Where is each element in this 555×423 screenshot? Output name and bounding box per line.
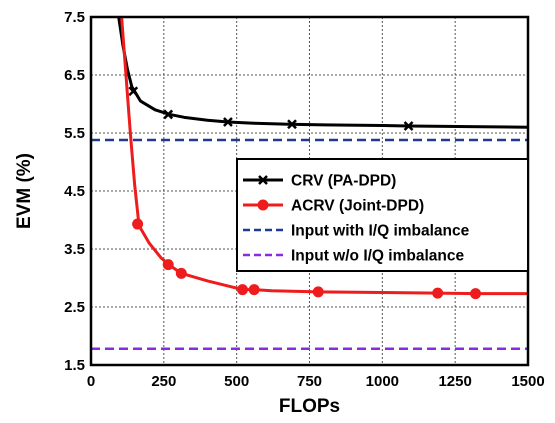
- acrv-joint-dpd-point: [162, 259, 174, 271]
- x-tick-label: 250: [151, 373, 176, 390]
- acrv-joint-dpd-line: [120, 17, 528, 296]
- crv-pa-dpd-point: [163, 109, 174, 120]
- legend-entry-input-w-o-i-q-imbalance: Input w/o I/Q imbalance: [243, 248, 464, 265]
- acrv-joint-dpd-point: [248, 284, 260, 296]
- acrv-joint-dpd-point: [432, 287, 444, 299]
- legend-label: Input with I/Q imbalance: [291, 223, 470, 240]
- legend: CRV (PA-DPD) ACRV (Joint-DPD) Input with I…: [236, 158, 529, 272]
- y-axis-title: EVM (%): [14, 153, 35, 229]
- tick-labels: 0 250 500 750 1000 1250 1500 1.5 2.5 3.5 4.5 5.5 6.5…: [64, 9, 545, 390]
- acrv-joint-dpd-point: [132, 218, 144, 230]
- y-tick-label: 5.5: [64, 125, 85, 142]
- legend-label: CRV (PA-DPD): [291, 173, 396, 190]
- crv-pa-dpd-point: [128, 86, 139, 97]
- x-tick-label: 0: [87, 373, 95, 390]
- acrv-joint-dpd-point-legend: [257, 199, 269, 211]
- y-tick-label: 7.5: [64, 9, 85, 26]
- x-tick-label: 750: [297, 373, 322, 390]
- legend-entry-acrv-joint-dpd: ACRV (Joint-DPD): [243, 198, 424, 215]
- crv-pa-dpd-point: [287, 119, 297, 130]
- crv-pa-dpd-point: [403, 121, 414, 131]
- y-tick-label: 1.5: [64, 357, 85, 374]
- y-tick-label: 4.5: [64, 183, 85, 200]
- legend-box: [236, 158, 529, 272]
- crv-pa-dpd-point: [223, 117, 233, 127]
- crv-pa-dpd-line: [117, 17, 528, 129]
- legend-label: ACRV (Joint-DPD): [291, 198, 424, 215]
- x-tick-label: 500: [224, 373, 249, 390]
- legend-entry-input-with-i-q-imbalance: Input with I/Q imbalance: [243, 223, 470, 240]
- y-tick-label: 2.5: [64, 299, 85, 316]
- acrv-joint-dpd-point: [312, 286, 324, 298]
- y-tick-label: 3.5: [64, 241, 85, 258]
- legend-label: Input w/o I/Q imbalance: [291, 248, 464, 265]
- acrv-joint-dpd-point: [470, 288, 482, 300]
- y-tick-label: 6.5: [64, 67, 85, 84]
- x-tick-label: 1000: [366, 373, 399, 390]
- x-tick-label: 1250: [438, 373, 471, 390]
- crv-pa-dpd-point-legend: [258, 175, 268, 185]
- series-layer: [91, 17, 528, 351]
- x-axis-title: FLOPs: [279, 396, 340, 417]
- acrv-joint-dpd-point: [175, 267, 187, 279]
- legend-entry-crv-pa-dpd: CRV (PA-DPD): [243, 173, 396, 190]
- x-tick-label: 1500: [511, 373, 544, 390]
- acrv-joint-dpd-point: [236, 284, 248, 296]
